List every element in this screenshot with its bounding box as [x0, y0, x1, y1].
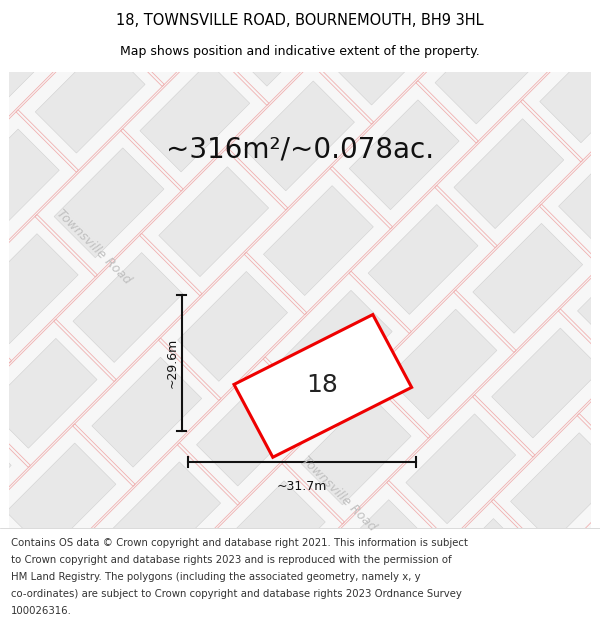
Polygon shape	[540, 33, 600, 142]
Text: ~31.7m: ~31.7m	[277, 479, 327, 492]
Text: co-ordinates) are subject to Crown copyright and database rights 2023 Ordnance S: co-ordinates) are subject to Crown copyr…	[11, 589, 461, 599]
Polygon shape	[263, 186, 373, 296]
Polygon shape	[235, 586, 344, 625]
Polygon shape	[521, 0, 600, 38]
Polygon shape	[16, 0, 126, 48]
Polygon shape	[140, 62, 250, 172]
Text: to Crown copyright and database rights 2023 and is reproduced with the permissio: to Crown copyright and database rights 2…	[11, 555, 451, 565]
Polygon shape	[0, 24, 40, 134]
Polygon shape	[159, 167, 269, 277]
Text: Townsville Road: Townsville Road	[55, 207, 134, 286]
Polygon shape	[578, 242, 600, 352]
Polygon shape	[0, 424, 11, 534]
Polygon shape	[416, 0, 526, 19]
Polygon shape	[226, 0, 335, 86]
Text: HM Land Registry. The polygons (including the associated geometry, namely x, y: HM Land Registry. The polygons (includin…	[11, 572, 421, 582]
Polygon shape	[473, 223, 583, 333]
Polygon shape	[130, 567, 239, 625]
Text: 18, TOWNSVILLE ROAD, BOURNEMOUTH, BH9 3HL: 18, TOWNSVILLE ROAD, BOURNEMOUTH, BH9 3H…	[116, 12, 484, 28]
Polygon shape	[301, 395, 411, 505]
Text: Map shows position and indicative extent of the property.: Map shows position and indicative extent…	[120, 45, 480, 58]
Polygon shape	[215, 481, 325, 591]
Polygon shape	[492, 328, 600, 438]
Text: ~29.6m: ~29.6m	[166, 338, 178, 388]
Polygon shape	[178, 271, 287, 381]
Polygon shape	[596, 347, 600, 457]
Polygon shape	[121, 0, 231, 68]
Text: 18: 18	[307, 373, 338, 398]
Polygon shape	[331, 0, 440, 105]
Polygon shape	[559, 138, 600, 248]
Polygon shape	[35, 43, 145, 153]
Polygon shape	[0, 234, 78, 344]
Polygon shape	[54, 148, 164, 258]
Polygon shape	[73, 253, 183, 362]
Polygon shape	[387, 309, 497, 419]
Polygon shape	[92, 357, 202, 467]
Polygon shape	[234, 314, 412, 458]
Polygon shape	[25, 548, 135, 625]
Polygon shape	[406, 414, 516, 524]
Polygon shape	[0, 0, 22, 29]
Polygon shape	[0, 129, 59, 239]
Polygon shape	[111, 462, 221, 572]
Polygon shape	[425, 519, 535, 625]
Polygon shape	[245, 81, 355, 191]
Polygon shape	[197, 376, 307, 486]
Polygon shape	[0, 338, 97, 448]
Text: Townsville Road: Townsville Road	[299, 454, 379, 534]
Text: Contains OS data © Crown copyright and database right 2021. This information is : Contains OS data © Crown copyright and d…	[11, 538, 468, 548]
Polygon shape	[511, 432, 600, 542]
Polygon shape	[454, 119, 564, 229]
Polygon shape	[339, 604, 449, 625]
Polygon shape	[6, 443, 116, 553]
Text: ~316m²/~0.078ac.: ~316m²/~0.078ac.	[166, 136, 434, 164]
Polygon shape	[435, 14, 545, 124]
Polygon shape	[368, 204, 478, 314]
Polygon shape	[320, 500, 430, 609]
Polygon shape	[283, 291, 392, 400]
Text: 100026316.: 100026316.	[11, 606, 71, 616]
Polygon shape	[349, 100, 459, 209]
